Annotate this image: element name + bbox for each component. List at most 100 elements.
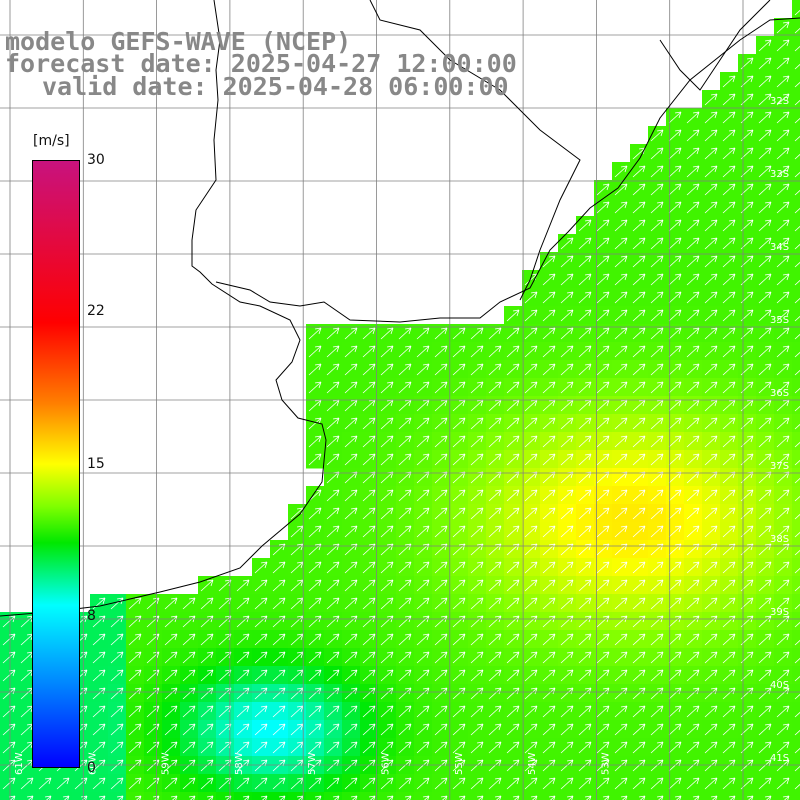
- wind-cell: [792, 72, 800, 91]
- wind-arrow: [344, 363, 358, 376]
- wind-arrow: [560, 579, 574, 592]
- wind-arrow: [452, 579, 466, 592]
- wind-arrow: [668, 507, 682, 520]
- wind-arrow: [488, 453, 502, 466]
- wind-cell: [792, 270, 800, 289]
- wind-arrow: [560, 363, 574, 376]
- wind-arrow: [542, 327, 556, 340]
- wind-arrow: [452, 777, 466, 790]
- wind-arrow: [512, 795, 520, 800]
- wind-arrow: [236, 651, 250, 664]
- wind-arrow: [542, 561, 556, 574]
- wind-arrow: [506, 453, 520, 466]
- wind-arrow: [326, 633, 340, 646]
- wind-arrow: [362, 633, 376, 646]
- wind-arrow: [758, 93, 772, 106]
- wind-arrow: [494, 795, 502, 800]
- wind-arrow: [704, 183, 718, 196]
- wind-cell: [792, 0, 800, 19]
- wind-arrow: [326, 741, 340, 754]
- wind-arrow: [794, 567, 800, 574]
- wind-arrow: [578, 525, 592, 538]
- wind-cell: [522, 792, 541, 800]
- wind-arrow: [704, 273, 718, 286]
- wind-arrow: [578, 435, 592, 448]
- wind-arrow: [308, 507, 322, 520]
- wind-arrow: [398, 381, 412, 394]
- wind-arrow: [398, 363, 412, 376]
- wind-arrow: [776, 561, 790, 574]
- wind-arrow: [704, 687, 718, 700]
- wind-arrow: [290, 741, 304, 754]
- wind-arrow: [452, 561, 466, 574]
- wind-arrow: [164, 687, 178, 700]
- wind-arrow: [668, 453, 682, 466]
- wind-arrow: [578, 237, 592, 250]
- wind-arrow: [506, 579, 520, 592]
- wind-arrow: [434, 417, 448, 430]
- wind-arrow: [362, 561, 376, 574]
- wind-arrow: [560, 417, 574, 430]
- wind-arrow: [398, 453, 412, 466]
- wind-arrow: [452, 345, 466, 358]
- longitude-label: 61W: [14, 752, 25, 775]
- wind-arrow: [290, 723, 304, 736]
- wind-arrow: [488, 723, 502, 736]
- wind-arrow: [704, 525, 718, 538]
- wind-arrow: [362, 363, 376, 376]
- wind-arrow: [416, 345, 430, 358]
- wind-arrow: [182, 705, 196, 718]
- wind-arrow: [776, 21, 790, 34]
- wind-cell: [54, 792, 73, 800]
- wind-arrow: [308, 363, 322, 376]
- wind-arrow: [200, 579, 214, 592]
- wind-arrow: [758, 219, 772, 232]
- wind-arrow: [596, 579, 610, 592]
- wind-arrow: [776, 111, 790, 124]
- wind-arrow: [344, 507, 358, 520]
- wind-arrow: [722, 93, 736, 106]
- wind-arrow: [254, 723, 268, 736]
- wind-arrow: [704, 237, 718, 250]
- wind-arrow: [704, 507, 718, 520]
- wind-arrow: [524, 579, 538, 592]
- wind-arrow: [776, 687, 790, 700]
- longitude-label: 59W: [161, 752, 172, 775]
- wind-arrow: [524, 561, 538, 574]
- wind-arrow: [542, 705, 556, 718]
- wind-arrow: [542, 723, 556, 736]
- wind-arrow: [722, 147, 736, 160]
- wind-arrow: [704, 669, 718, 682]
- wind-arrow: [758, 417, 772, 430]
- wind-arrow: [632, 687, 646, 700]
- wind-arrow: [578, 705, 592, 718]
- wind-arrow: [416, 651, 430, 664]
- wind-arrow: [344, 597, 358, 610]
- wind-arrow: [722, 597, 736, 610]
- wind-arrow: [290, 525, 304, 538]
- wind-arrow: [506, 309, 520, 322]
- wind-arrow: [380, 633, 394, 646]
- wind-arrow: [398, 705, 412, 718]
- wind-arrow: [164, 705, 178, 718]
- wind-arrow: [380, 327, 394, 340]
- wind-arrow: [398, 345, 412, 358]
- wind-arrow: [686, 435, 700, 448]
- wind-arrow: [272, 651, 286, 664]
- wind-cell: [594, 792, 613, 800]
- wind-arrow: [488, 777, 502, 790]
- wind-arrow: [632, 741, 646, 754]
- wind-arrow: [614, 651, 628, 664]
- wind-arrow: [470, 579, 484, 592]
- wind-arrow: [308, 633, 322, 646]
- wind-arrow: [668, 201, 682, 214]
- wind-arrow: [326, 705, 340, 718]
- wind-arrow: [542, 669, 556, 682]
- wind-arrow: [668, 237, 682, 250]
- wind-arrow: [344, 345, 358, 358]
- wind-arrow: [578, 453, 592, 466]
- wind-arrow: [254, 687, 268, 700]
- wind-arrow: [404, 795, 412, 800]
- wind-cell: [216, 792, 235, 800]
- wind-arrow: [542, 345, 556, 358]
